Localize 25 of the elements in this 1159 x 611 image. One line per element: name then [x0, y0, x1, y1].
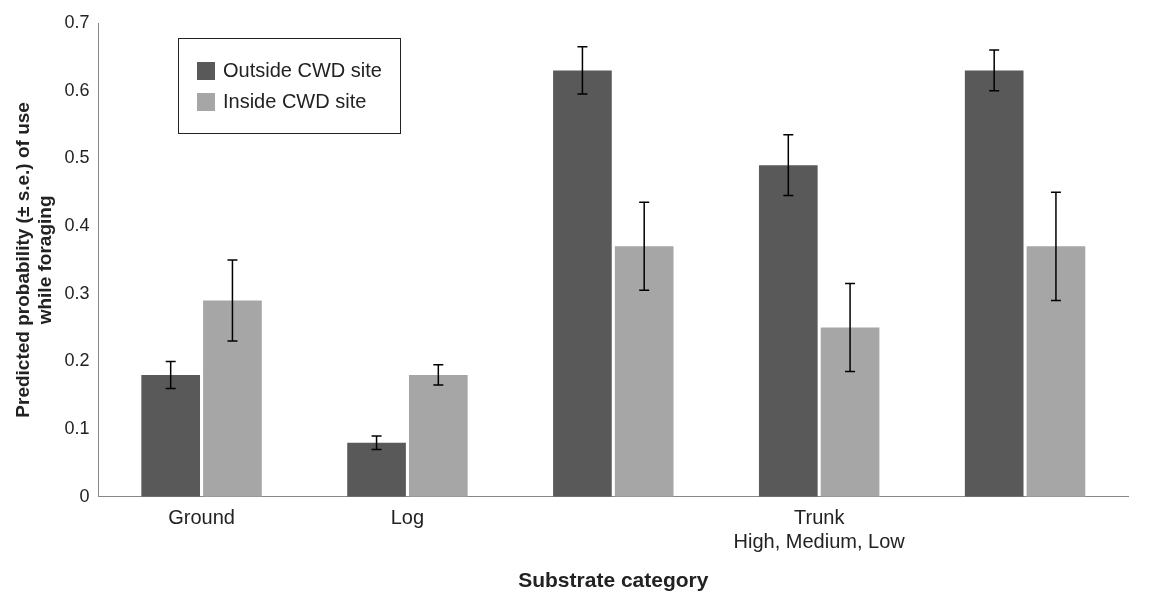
bar — [758, 165, 818, 497]
y-tick-label: 0.1 — [64, 418, 90, 439]
x-tick-label: Trunk High, Medium, Low — [733, 506, 906, 553]
bar — [1026, 246, 1086, 497]
y-tick-label: 0.6 — [64, 79, 90, 100]
bar — [141, 374, 201, 497]
legend-label: Inside CWD site — [223, 90, 367, 113]
bar — [408, 374, 468, 497]
x-tick-label: Ground — [168, 506, 235, 529]
bar — [553, 70, 612, 497]
bar — [964, 70, 1024, 497]
y-tick-label: 0.2 — [64, 350, 90, 371]
x-tick-label: Log — [390, 506, 425, 529]
y-tick-label: 0.4 — [64, 215, 90, 236]
y-tick-label: 0.7 — [64, 11, 90, 32]
y-tick-label: 0 — [79, 485, 90, 506]
x-axis-title: Substrate category — [518, 568, 709, 592]
y-tick-label: 0.5 — [64, 147, 90, 168]
bar — [203, 300, 262, 497]
y-axis-title: Predicted probability (± s.e.) of use while foraging — [11, 102, 56, 418]
bar — [820, 327, 880, 497]
bar — [347, 442, 406, 497]
bar — [614, 246, 674, 497]
legend-label: Outside CWD site — [223, 59, 382, 82]
y-tick-label: 0.3 — [64, 282, 90, 303]
